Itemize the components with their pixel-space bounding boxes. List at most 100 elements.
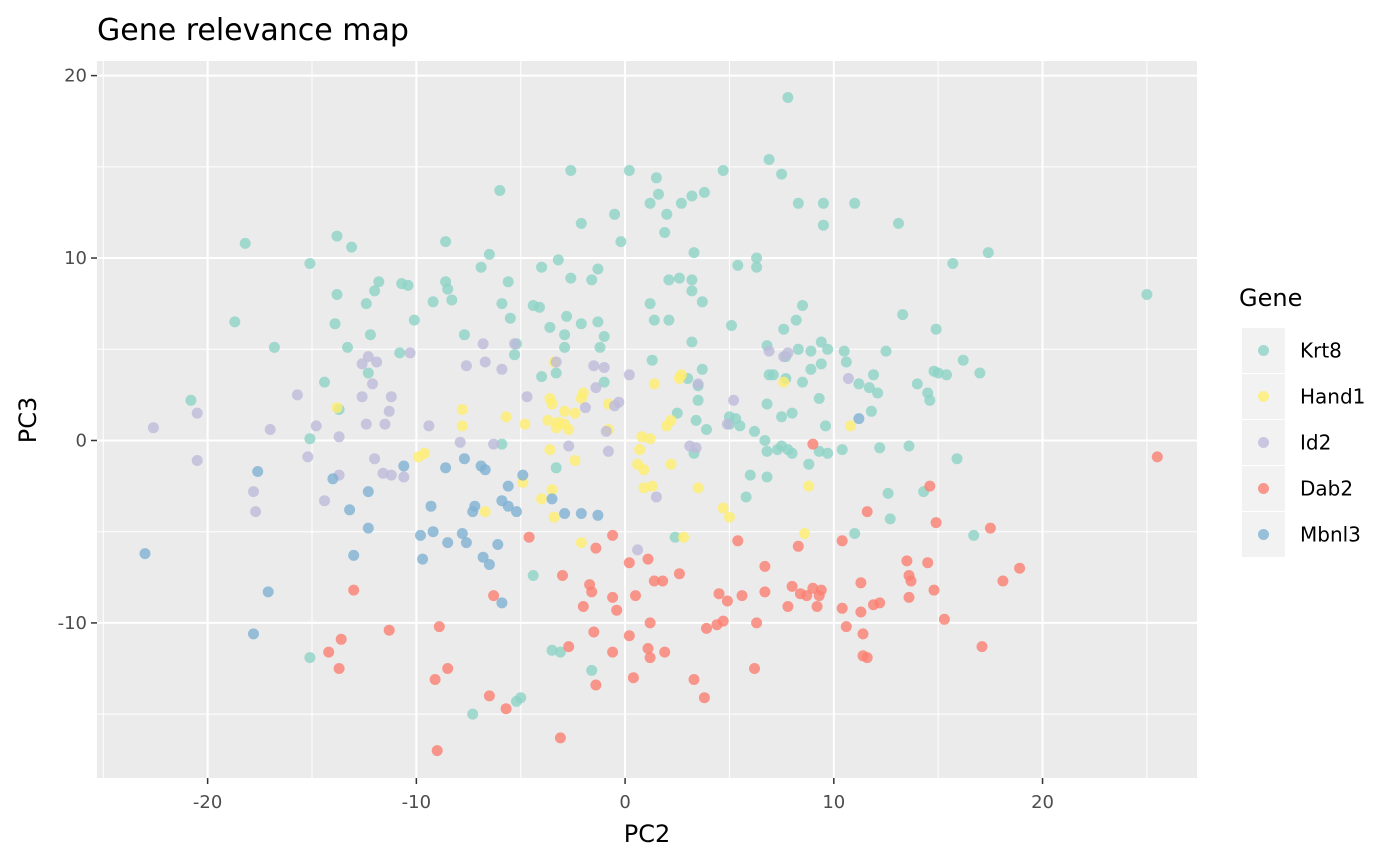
data-point-dab2: [590, 679, 602, 691]
data-point-krt8: [331, 289, 343, 300]
data-point-dab2: [429, 674, 441, 685]
data-point-krt8: [840, 356, 852, 368]
data-point-dab2: [736, 590, 748, 602]
data-point-krt8: [185, 394, 197, 406]
data-point-krt8: [696, 296, 708, 308]
y-tick-label: 20: [64, 66, 87, 87]
data-point-dab2: [759, 586, 771, 598]
data-point-krt8: [792, 343, 804, 355]
data-point-dab2: [523, 531, 535, 543]
data-point-krt8: [550, 462, 562, 474]
data-point-dab2: [930, 517, 942, 529]
data-point-krt8: [536, 371, 548, 383]
data-point-dab2: [815, 584, 827, 596]
data-point-mbnl3: [415, 529, 426, 541]
data-point-krt8: [732, 259, 744, 271]
data-point-krt8: [692, 394, 704, 406]
data-point-krt8: [475, 261, 487, 273]
data-point-krt8: [872, 387, 884, 399]
series-krt8: [185, 92, 1153, 720]
data-point-dab2: [751, 617, 763, 629]
data-point-krt8: [815, 358, 827, 370]
data-point-krt8: [686, 190, 698, 202]
chart-title: Gene relevance map: [97, 13, 409, 48]
data-point-id2: [310, 420, 322, 432]
data-point-id2: [319, 495, 330, 507]
data-point-krt8: [544, 321, 556, 333]
legend-title: Gene: [1239, 284, 1302, 312]
data-point-krt8: [982, 247, 994, 259]
data-point-dab2: [630, 590, 641, 602]
x-axis: -20 -10 0 10 20: [193, 778, 1054, 813]
data-point-mbnl3: [327, 473, 339, 485]
data-point-id2: [367, 378, 378, 390]
data-point-dab2: [657, 575, 669, 587]
data-point-mbnl3: [496, 597, 508, 609]
data-point-dab2: [801, 590, 813, 602]
data-point-krt8: [648, 314, 660, 326]
data-point-id2: [763, 345, 775, 357]
data-point-mbnl3: [502, 480, 514, 492]
data-point-id2: [509, 338, 520, 350]
data-point-krt8: [740, 491, 752, 503]
data-point-dab2: [976, 641, 988, 653]
data-point-id2: [690, 442, 702, 454]
data-point-id2: [842, 373, 854, 384]
data-point-id2: [398, 471, 410, 483]
data-point-hand1: [546, 484, 558, 496]
data-point-krt8: [880, 345, 892, 357]
data-point-krt8: [947, 258, 959, 269]
data-point-krt8: [373, 276, 385, 288]
data-point-mbnl3: [559, 508, 571, 519]
data-point-dab2: [554, 732, 566, 744]
data-point-id2: [496, 363, 508, 375]
series-dab2: [323, 438, 1163, 757]
x-tick-label: 0: [619, 792, 630, 813]
data-point-krt8: [331, 230, 343, 242]
data-point-krt8: [911, 378, 923, 390]
data-point-hand1: [803, 480, 815, 492]
data-point-hand1: [542, 414, 554, 426]
data-point-mbnl3: [592, 509, 604, 521]
data-point-hand1: [678, 531, 689, 543]
data-point-krt8: [458, 329, 470, 341]
data-point-krt8: [761, 398, 773, 410]
data-point-dab2: [786, 580, 798, 592]
data-point-krt8: [559, 341, 571, 353]
data-point-krt8: [805, 363, 817, 375]
legend-marker-id2: [1258, 437, 1269, 448]
data-point-krt8: [644, 197, 656, 209]
data-point-krt8: [759, 435, 771, 446]
data-point-dab2: [807, 582, 819, 594]
data-point-krt8: [813, 393, 825, 404]
data-point-hand1: [548, 511, 560, 523]
data-point-krt8: [598, 376, 610, 388]
data-point-dab2: [659, 646, 671, 658]
x-tick-label: -20: [193, 792, 222, 813]
data-point-dab2: [782, 601, 794, 612]
data-point-krt8: [609, 208, 621, 220]
y-tick-label: 0: [76, 430, 87, 451]
data-point-dab2: [874, 597, 886, 609]
data-point-krt8: [932, 367, 944, 379]
data-point-id2: [477, 338, 489, 350]
data-point-krt8: [408, 314, 420, 326]
legend-marker-dab2: [1258, 483, 1269, 494]
data-point-id2: [454, 436, 466, 448]
data-point-id2: [521, 391, 533, 403]
data-point-krt8: [650, 172, 662, 184]
data-point-krt8: [686, 336, 698, 348]
data-point-krt8: [669, 531, 681, 543]
data-point-hand1: [634, 444, 646, 456]
data-point-id2: [632, 544, 644, 556]
data-point-mbnl3: [458, 453, 470, 465]
legend-marker-krt8: [1258, 345, 1269, 356]
data-point-krt8: [671, 407, 683, 419]
data-point-id2: [362, 351, 374, 363]
data-point-id2: [550, 356, 562, 368]
legend-item-dab2: Dab2: [1242, 466, 1353, 511]
data-point-mbnl3: [502, 500, 514, 512]
data-point-dab2: [607, 591, 619, 603]
